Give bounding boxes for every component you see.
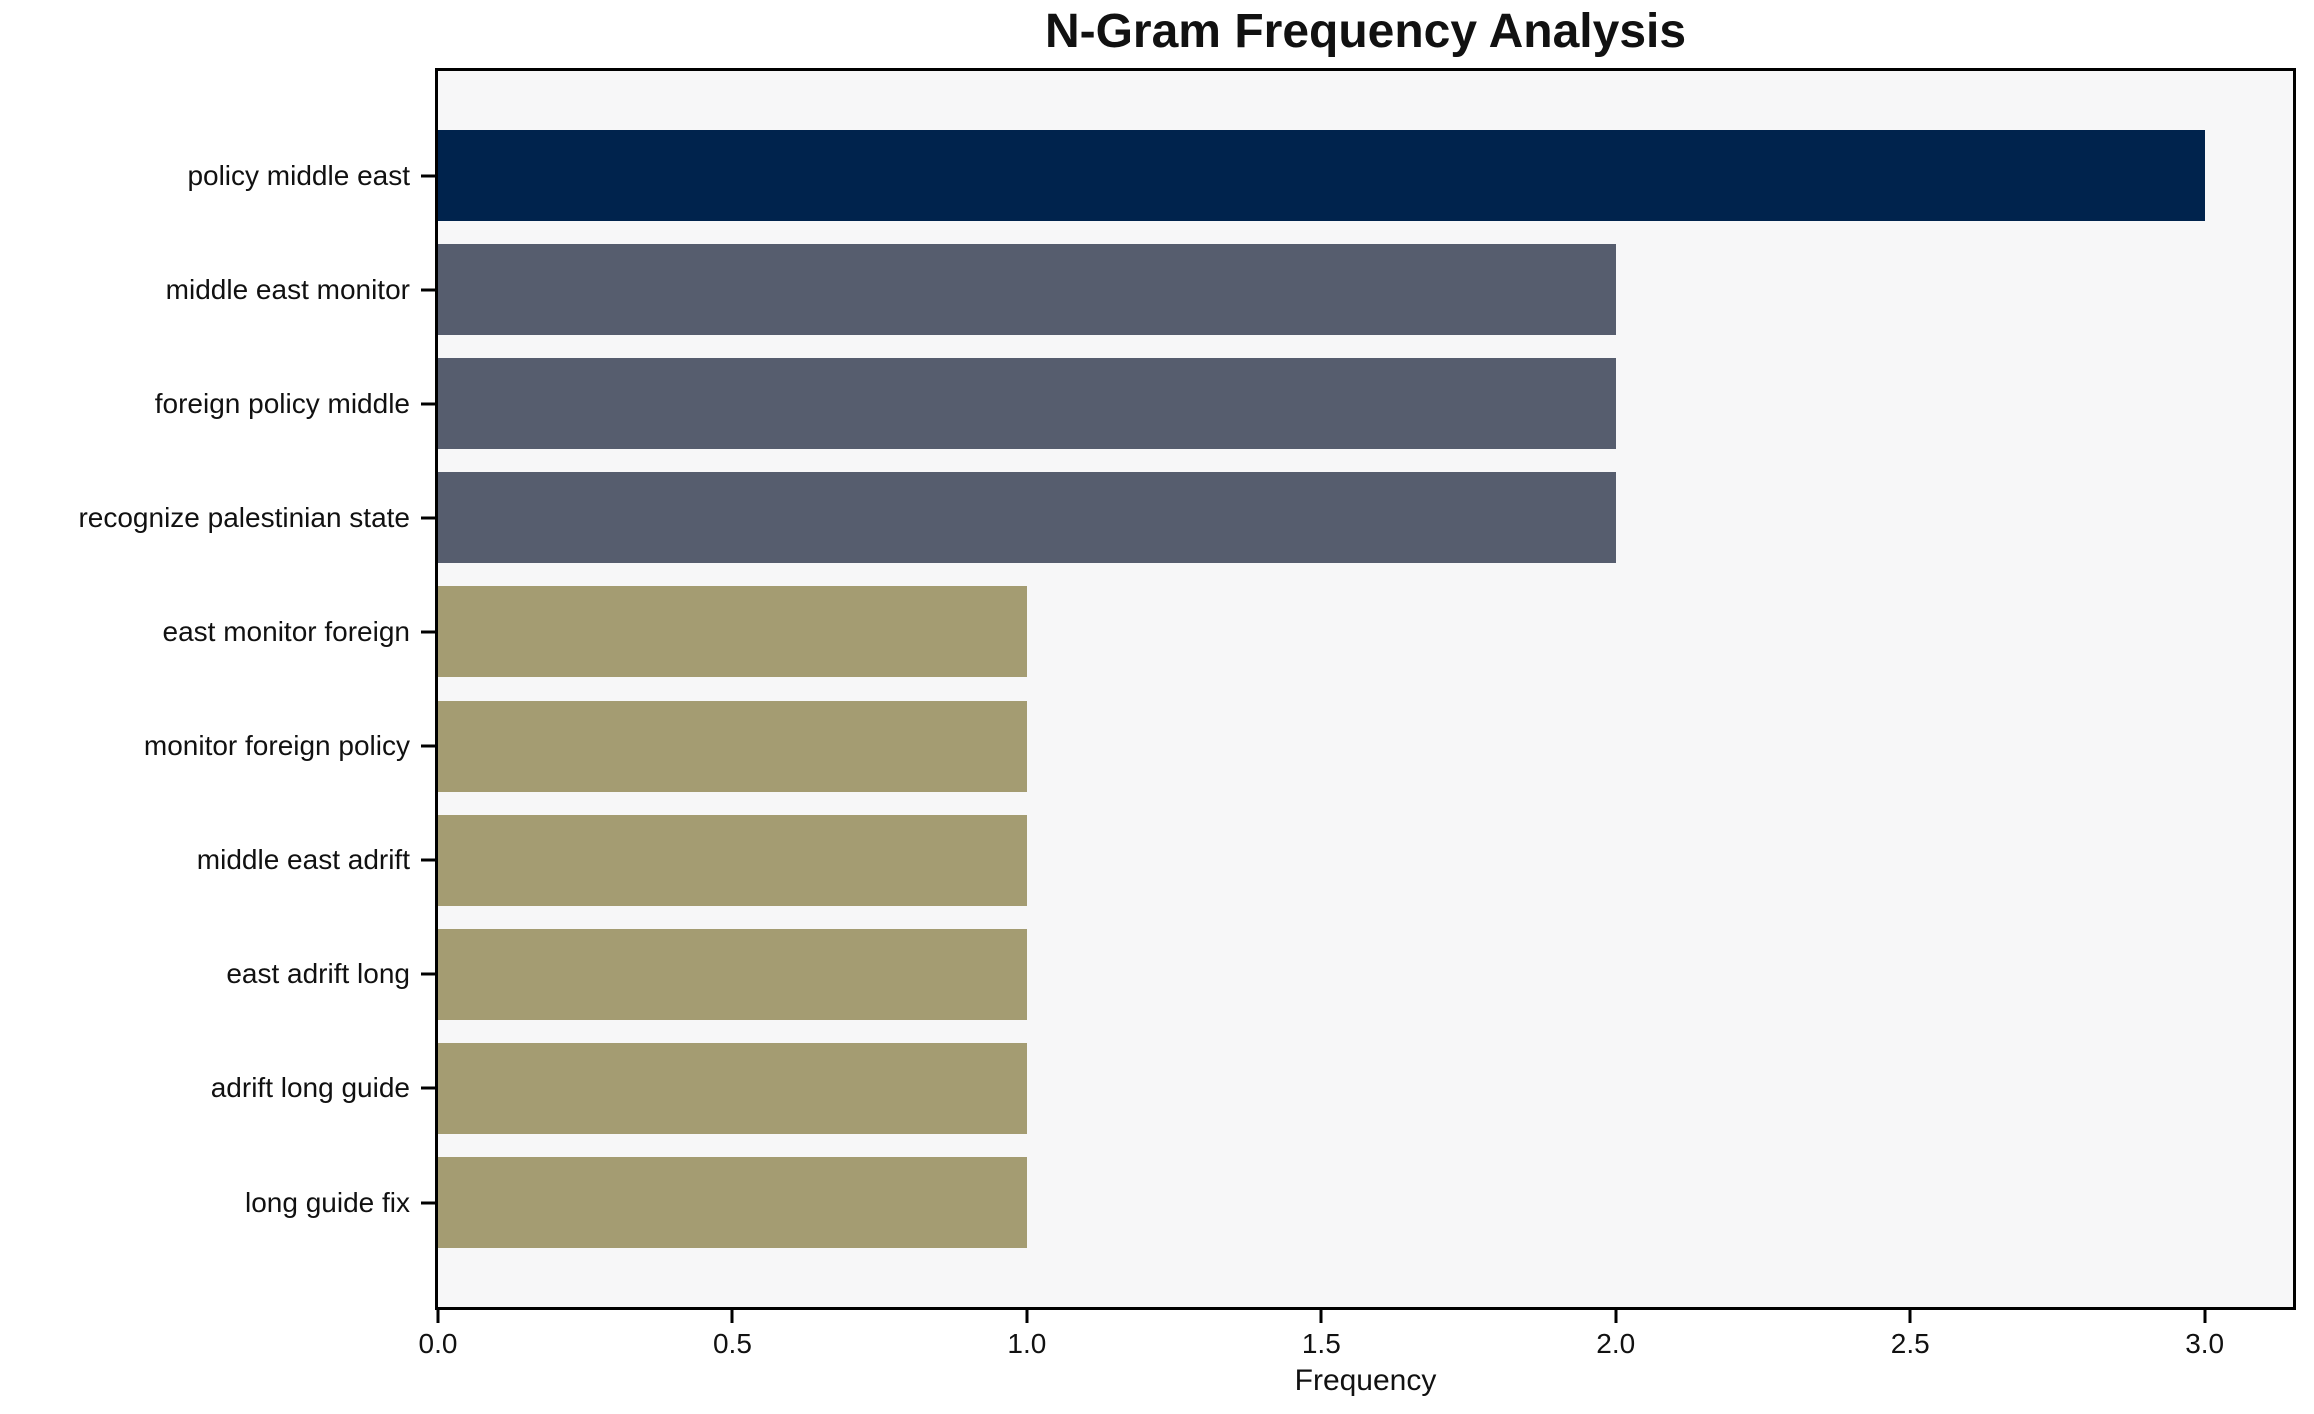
y-tick-mark bbox=[421, 972, 435, 976]
frequency-bar bbox=[438, 130, 2205, 221]
y-tick-mark bbox=[421, 174, 435, 177]
category-label: east adrift long bbox=[226, 958, 410, 990]
frequency-bar bbox=[438, 1042, 1027, 1134]
y-tick-mark bbox=[421, 288, 435, 292]
x-tick-mark bbox=[730, 1310, 734, 1323]
x-tick-label: 1.0 bbox=[1007, 1328, 1047, 1359]
bar-row bbox=[438, 586, 2293, 678]
x-tick-label: 1.5 bbox=[1301, 1328, 1341, 1359]
frequency-bar bbox=[438, 244, 1616, 336]
x-tick-label: 0.5 bbox=[712, 1328, 752, 1359]
category-label: adrift long guide bbox=[210, 1072, 410, 1104]
bar-row bbox=[438, 130, 2293, 221]
bars-container bbox=[438, 71, 2293, 1307]
bar-row bbox=[438, 928, 2293, 1020]
y-tick-mark bbox=[421, 402, 435, 406]
category-label: policy middle east bbox=[187, 159, 410, 191]
y-tick-mark bbox=[421, 1201, 435, 1204]
chart-title: N-Gram Frequency Analysis bbox=[1044, 5, 1687, 58]
category-label: foreign policy middle bbox=[154, 387, 410, 419]
bar-row bbox=[438, 244, 2293, 336]
y-tick-mark bbox=[421, 516, 435, 520]
frequency-bar bbox=[438, 358, 1616, 450]
frequency-bar bbox=[438, 814, 1027, 906]
x-tick-label: 0.0 bbox=[418, 1328, 458, 1359]
frequency-bar bbox=[438, 1156, 1027, 1248]
category-label: long guide fix bbox=[244, 1186, 410, 1218]
x-tick-mark bbox=[1614, 1310, 1618, 1323]
plot-area bbox=[435, 68, 2296, 1310]
x-tick-mark bbox=[1319, 1310, 1323, 1323]
x-tick-label: 3.0 bbox=[2185, 1328, 2225, 1359]
bar-row bbox=[438, 700, 2293, 792]
bar-row bbox=[438, 1156, 2293, 1248]
category-label: recognize palestinian state bbox=[78, 501, 410, 533]
category-label: east monitor foreign bbox=[162, 615, 410, 647]
frequency-bar bbox=[438, 472, 1616, 564]
x-tick-mark bbox=[1908, 1310, 1912, 1323]
category-label: middle east monitor bbox=[165, 273, 410, 305]
category-label: middle east adrift bbox=[196, 844, 410, 876]
bar-row bbox=[438, 472, 2293, 564]
bar-row bbox=[438, 814, 2293, 906]
x-axis-label: Frequency bbox=[1294, 1364, 1437, 1397]
x-tick-mark bbox=[436, 1310, 440, 1323]
x-tick-label: 2.5 bbox=[1890, 1328, 1930, 1359]
category-label: monitor foreign policy bbox=[143, 730, 410, 762]
bar-row bbox=[438, 1042, 2293, 1134]
x-tick-mark bbox=[1025, 1310, 1029, 1323]
x-tick-label: 2.0 bbox=[1596, 1328, 1636, 1359]
y-tick-mark bbox=[421, 858, 435, 862]
frequency-bar bbox=[438, 586, 1027, 678]
frequency-bar bbox=[438, 928, 1027, 1020]
x-tick-mark bbox=[2203, 1310, 2207, 1323]
bar-row bbox=[438, 358, 2293, 450]
y-tick-mark bbox=[421, 1086, 435, 1090]
frequency-bar bbox=[438, 700, 1027, 792]
y-tick-mark bbox=[421, 744, 435, 748]
y-tick-mark bbox=[421, 630, 435, 634]
